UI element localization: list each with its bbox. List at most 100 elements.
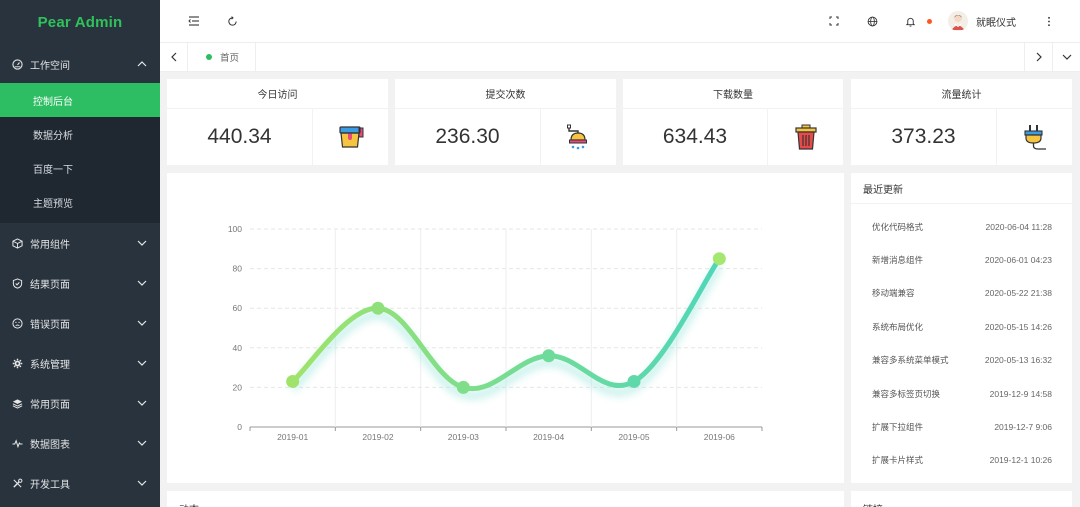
trash-bin-icon bbox=[767, 109, 843, 165]
bell-icon[interactable] bbox=[897, 8, 923, 34]
menu-common-pages[interactable]: 常用页面 bbox=[0, 383, 160, 423]
y-tick-label: 20 bbox=[233, 382, 243, 392]
menu-result-pages[interactable]: 结果页面 bbox=[0, 263, 160, 303]
chevron-down-icon bbox=[136, 240, 148, 246]
y-tick-label: 80 bbox=[233, 264, 243, 274]
update-name: 新增消息组件 bbox=[872, 256, 924, 267]
tab-scroll-left-icon[interactable] bbox=[160, 43, 188, 71]
globe-icon[interactable] bbox=[859, 8, 885, 34]
update-item[interactable]: 系统布局优化 2020-05-15 14:26 bbox=[851, 310, 1072, 343]
layers-icon bbox=[12, 398, 30, 409]
sidebar-item-analysis[interactable]: 数据分析 bbox=[0, 117, 160, 151]
x-tick-label: 2019-02 bbox=[362, 432, 393, 442]
chevron-down-icon bbox=[136, 440, 148, 446]
app-title: Pear Admin bbox=[37, 14, 123, 31]
update-item[interactable]: 兼容多系统菜单模式 2020-05-13 16:32 bbox=[851, 344, 1072, 377]
menu-dev-tools[interactable]: 开发工具 bbox=[0, 463, 160, 503]
stat-card-downloads: 下载数量 634.43 bbox=[623, 79, 843, 165]
update-time: 2020-06-01 04:23 bbox=[984, 255, 1052, 266]
update-time: 2020-05-15 14:26 bbox=[984, 321, 1052, 332]
series-shadow bbox=[289, 263, 723, 400]
sidebar-item-baidu[interactable]: 百度一下 bbox=[0, 151, 160, 185]
menu-error-pages[interactable]: 错误页面 bbox=[0, 303, 160, 343]
update-time: 2020-05-13 16:32 bbox=[984, 355, 1052, 366]
menu-label: 开发工具 bbox=[30, 479, 70, 491]
cube-icon bbox=[12, 237, 30, 249]
links-card: 链接 bbox=[851, 491, 1072, 507]
menu-workspace[interactable]: 工作空间 bbox=[0, 45, 160, 83]
chevron-down-icon bbox=[136, 400, 148, 406]
menu-label: 常用组件 bbox=[30, 239, 70, 251]
pulse-icon bbox=[12, 438, 30, 449]
shower-icon bbox=[540, 109, 616, 165]
paint-bucket-icon bbox=[312, 109, 388, 165]
sidebar-item-label: 百度一下 bbox=[33, 164, 73, 176]
fullscreen-icon[interactable] bbox=[821, 8, 847, 34]
y-tick-label: 0 bbox=[237, 422, 242, 432]
tools-icon bbox=[12, 478, 30, 489]
chart-card: 0 20 40 60 80 100 2019-01 2019-02 2019-03 2019-04… bbox=[167, 173, 844, 483]
chevron-down-icon bbox=[136, 280, 148, 286]
line-chart: 0 20 40 60 80 100 2019-01 2019-02 2019-03 2019-04… bbox=[228, 224, 763, 442]
stat-title: 下载数量 bbox=[623, 79, 843, 109]
tab-home[interactable]: 首页 bbox=[190, 43, 257, 71]
stat-title: 流量统计 bbox=[851, 79, 1072, 109]
menu-toggle-icon[interactable] bbox=[181, 8, 207, 34]
x-tick-label: 2019-06 bbox=[704, 432, 735, 442]
links-title: 链接 bbox=[851, 491, 1072, 507]
tab-dropdown-icon[interactable] bbox=[1052, 43, 1080, 71]
gear-icon bbox=[12, 358, 30, 369]
power-plug-icon bbox=[996, 109, 1072, 165]
x-tick-label: 2019-01 bbox=[277, 432, 308, 442]
update-item[interactable]: 新增消息组件 2020-06-01 04:23 bbox=[851, 243, 1072, 276]
stat-value: 440.34 bbox=[207, 125, 272, 148]
update-name: 优化代码格式 bbox=[872, 222, 924, 233]
data-point bbox=[456, 380, 470, 394]
menu-system[interactable]: 系统管理 bbox=[0, 343, 160, 383]
update-name: 移动端兼容 bbox=[872, 289, 915, 300]
update-name: 兼容多系统菜单模式 bbox=[872, 356, 949, 367]
chevron-down-icon bbox=[136, 320, 148, 326]
series-line bbox=[290, 256, 722, 392]
update-item[interactable]: 优化代码格式 2020-06-04 11:28 bbox=[851, 210, 1072, 243]
notification-dot bbox=[927, 18, 932, 24]
sad-face-icon bbox=[12, 317, 30, 329]
sidebar-item-theme[interactable]: 主题预览 bbox=[0, 185, 160, 219]
update-name: 系统布局优化 bbox=[872, 322, 924, 333]
stat-title: 提交次数 bbox=[395, 79, 616, 109]
refresh-icon[interactable] bbox=[219, 8, 245, 34]
update-time: 2019-12-7 9:06 bbox=[994, 422, 1052, 433]
data-point bbox=[627, 374, 641, 388]
sidebar-item-console[interactable]: 控制后台 bbox=[0, 83, 160, 117]
updates-title: 最近更新 bbox=[851, 173, 1072, 204]
update-item[interactable]: 扩展卡片样式 2019-12-1 10:26 bbox=[851, 444, 1072, 477]
user-menu[interactable]: 就眠仪式 bbox=[948, 11, 1016, 31]
menu-workspace-label: 工作空间 bbox=[30, 60, 70, 72]
workspace-submenu: 控制后台 数据分析 百度一下 主题预览 bbox=[0, 83, 160, 223]
sidebar: Pear Admin 工作空间 控制后台 数据分析 百度一下 主题预览 常用组件… bbox=[0, 0, 160, 507]
sidebar-item-label: 主题预览 bbox=[33, 198, 73, 210]
more-vertical-icon[interactable] bbox=[1036, 8, 1062, 34]
active-dot bbox=[206, 54, 212, 60]
tab-home-label: 首页 bbox=[220, 53, 240, 64]
update-name: 扩展下拉组件 bbox=[872, 423, 924, 434]
x-tick-label: 2019-05 bbox=[618, 432, 649, 442]
logo[interactable]: Pear Admin bbox=[0, 0, 160, 45]
sidebar-item-label: 控制后台 bbox=[33, 96, 73, 108]
stat-card-visits: 今日访问 440.34 bbox=[167, 79, 388, 165]
update-item[interactable]: 移动端兼容 2020-05-22 21:38 bbox=[851, 277, 1072, 310]
menu-charts[interactable]: 数据图表 bbox=[0, 423, 160, 463]
data-point bbox=[371, 301, 385, 315]
menu-label: 数据图表 bbox=[30, 439, 70, 451]
update-item[interactable]: 扩展下拉组件 2019-12-7 9:06 bbox=[851, 410, 1072, 443]
data-point bbox=[542, 349, 556, 363]
update-time: 2020-06-04 11:28 bbox=[985, 221, 1052, 232]
data-point bbox=[712, 252, 726, 266]
update-item[interactable]: 兼容多标签页切换 2019-12-9 14:58 bbox=[851, 377, 1072, 410]
sidebar-item-label: 数据分析 bbox=[33, 130, 73, 142]
menu-components[interactable]: 常用组件 bbox=[0, 223, 160, 263]
y-tick-label: 40 bbox=[233, 343, 243, 353]
x-tick-label: 2019-04 bbox=[533, 432, 564, 442]
tab-scroll-right-icon[interactable] bbox=[1024, 43, 1052, 71]
updates-list: 优化代码格式 2020-06-04 11:28 新增消息组件 2020-06-01 … bbox=[851, 204, 1072, 477]
